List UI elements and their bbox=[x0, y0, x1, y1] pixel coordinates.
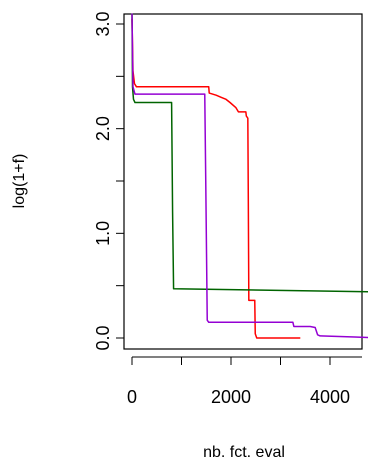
x-tick-label: 2000 bbox=[211, 387, 251, 407]
y-tick-label: 1.0 bbox=[93, 221, 113, 246]
series-line-3 bbox=[131, 13, 368, 339]
series-layer bbox=[131, 13, 368, 339]
x-axis: 0 2000 4000 bbox=[127, 356, 362, 407]
x-tick-label: 0 bbox=[127, 387, 137, 407]
x-axis-title: nb. fct. eval bbox=[203, 444, 285, 461]
x-tick-label: 4000 bbox=[310, 387, 350, 407]
y-axis-title: log(1+f) bbox=[11, 154, 28, 209]
series-line-2 bbox=[131, 13, 368, 293]
y-tick-label: 0.0 bbox=[93, 325, 113, 350]
y-axis: 0.0 1.0 2.0 3.0 bbox=[93, 11, 125, 351]
y-tick-label: 3.0 bbox=[93, 11, 113, 36]
series-line-1 bbox=[131, 18, 301, 339]
y-tick-label: 2.0 bbox=[93, 116, 113, 141]
